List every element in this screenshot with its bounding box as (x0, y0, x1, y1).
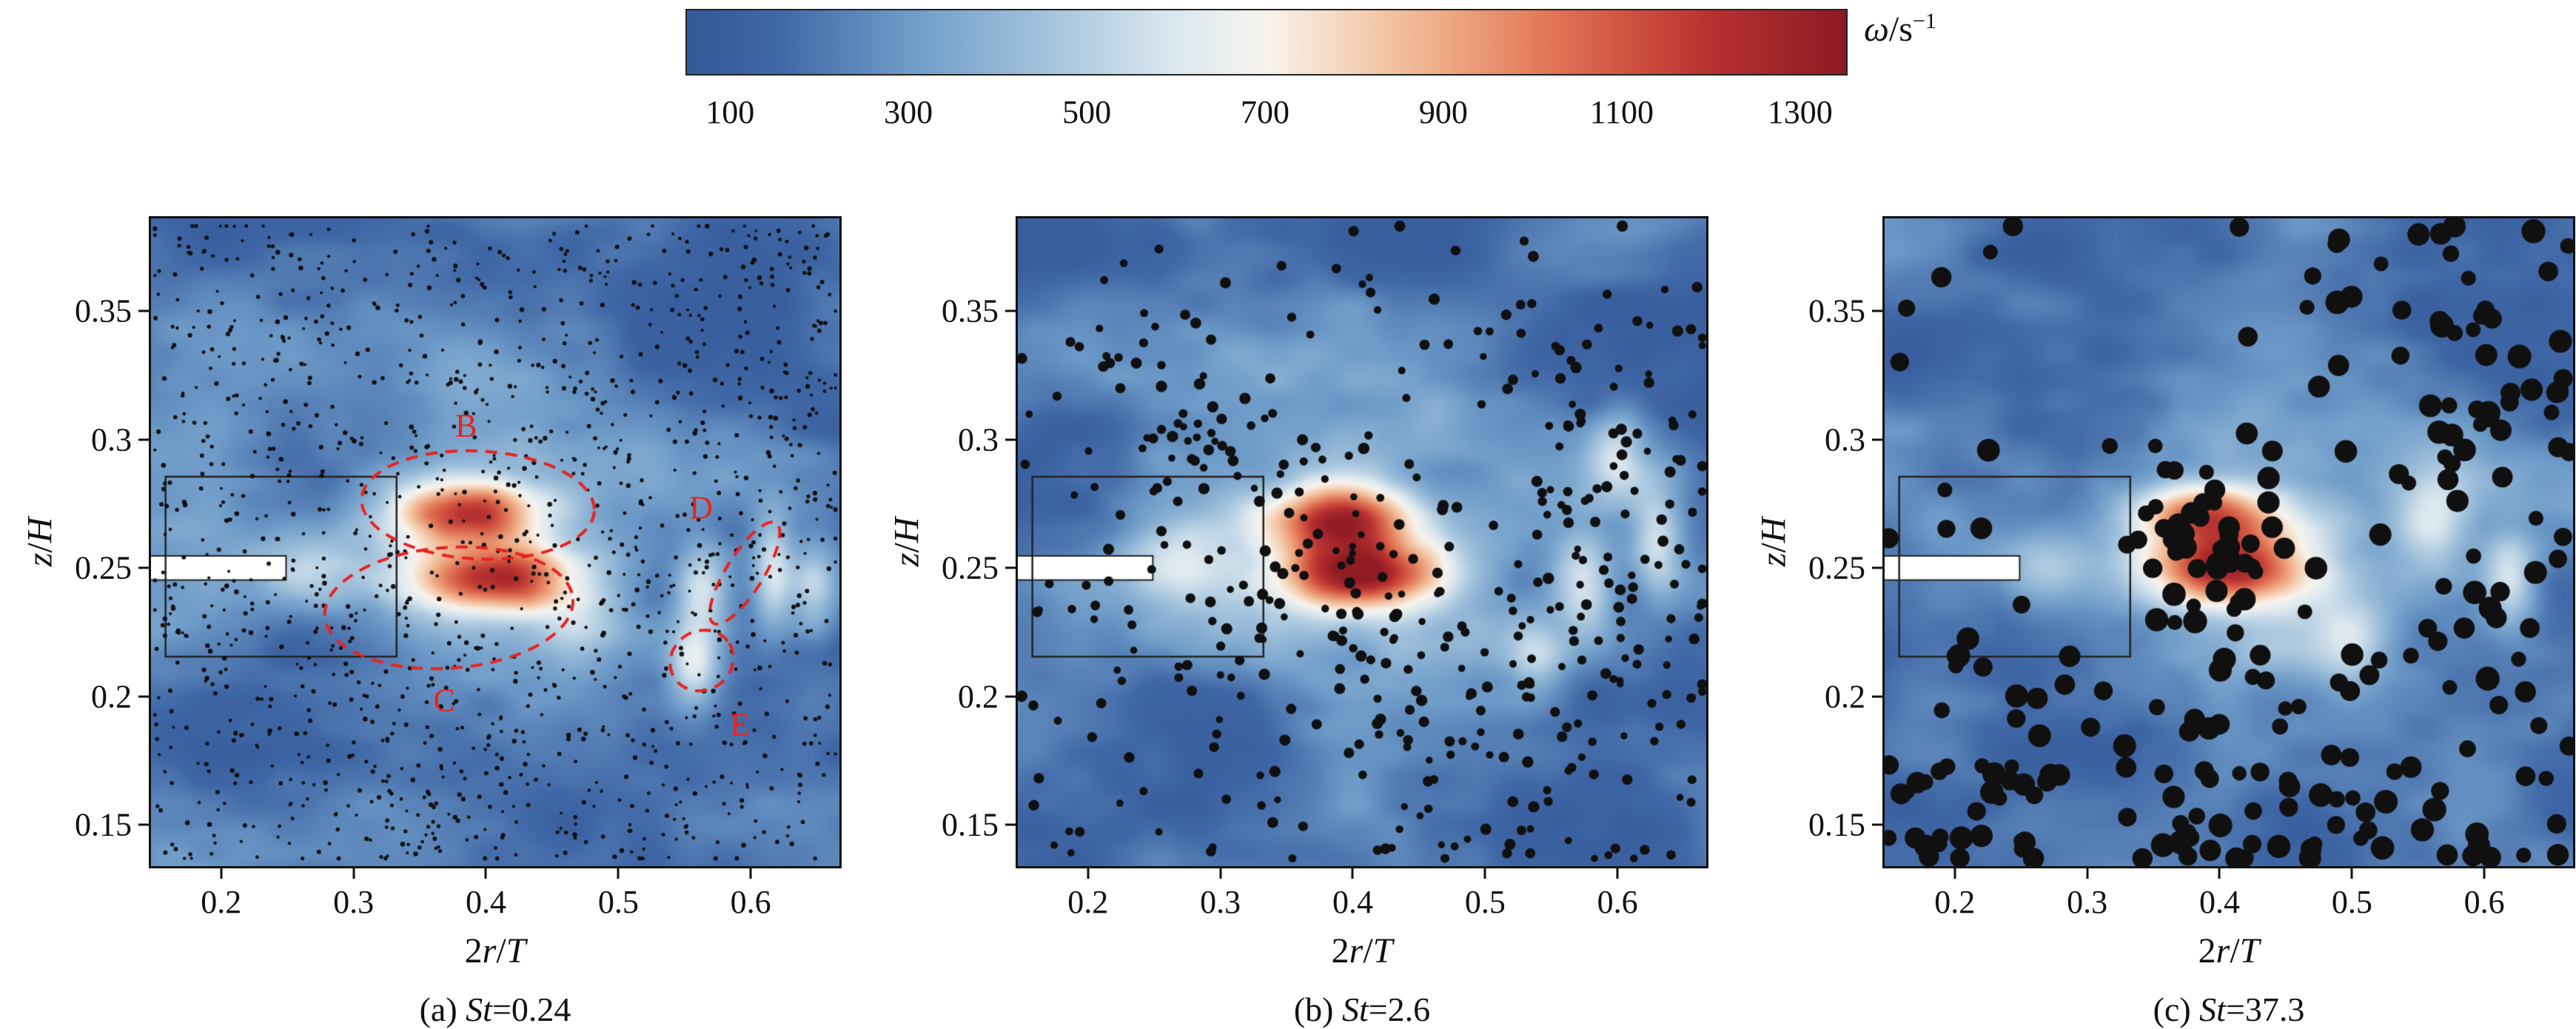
vortex-label-C: C (433, 682, 455, 719)
contour-plot-canvas-a (151, 218, 839, 866)
y-axis-label: z/H (20, 517, 60, 567)
y-tick-label: 0.3 (1825, 421, 1865, 458)
y-tick-mark (138, 438, 149, 441)
y-tick-label: 0.2 (1825, 678, 1865, 715)
x-tick-mark (2483, 868, 2486, 879)
panel-c: 0.2 0.3 0.4 0.5 0.6 0.15 0.2 0.25 0.3 0.35 2r/T z/H… (1754, 216, 2575, 1028)
colorbar-unit-label: ω/s−1 (1864, 9, 1936, 49)
y-tick-mark (1872, 823, 1882, 826)
y-tick-mark (138, 566, 149, 569)
x-tick-label: 0.5 (1464, 884, 1506, 920)
x-tick-label: 0.3 (333, 884, 375, 920)
x-tick-mark (220, 868, 223, 879)
x-tick-mark (617, 868, 620, 879)
y-tick-label: 0.3 (958, 421, 999, 458)
panel-a: B C D E 0.2 0.3 0.4 0.5 0.6 0.15 0.2 0.25 0.3 0.35 2r/… (21, 216, 842, 1028)
y-tick-mark (138, 309, 149, 312)
x-tick-mark (1087, 868, 1090, 879)
y-tick-label: 0.25 (942, 549, 999, 586)
x-tick-label: 0.6 (2463, 884, 2505, 920)
y-tick-label: 0.15 (1808, 806, 1865, 843)
x-tick-mark (1219, 868, 1222, 879)
x-tick-mark (1616, 868, 1619, 879)
x-tick-label: 0.2 (1067, 884, 1109, 920)
x-tick-label: 0.6 (730, 884, 771, 920)
x-tick-label: 0.2 (1934, 884, 1976, 920)
colorbar: 100 300 500 700 900 1100 1300 ω/s−1 (685, 9, 1936, 130)
contour-plot-canvas-b (1018, 218, 1706, 866)
y-tick-label: 0.35 (1808, 292, 1865, 329)
y-axis-label: z/H (887, 517, 927, 567)
y-tick-mark (1872, 438, 1882, 441)
colorbar-gradient (685, 9, 1848, 76)
x-tick-label: 0.5 (597, 884, 639, 920)
x-tick-mark (1483, 868, 1486, 879)
y-tick-label: 0.2 (958, 678, 999, 715)
x-tick-label: 0.3 (1200, 884, 1241, 920)
y-tick-mark (1005, 309, 1016, 312)
vortex-label-B: B (455, 407, 477, 443)
colorbar-tick-label: 500 (1062, 94, 1112, 130)
y-tick-mark (1872, 566, 1882, 569)
x-tick-label: 0.4 (2198, 884, 2240, 920)
y-tick-mark (1872, 309, 1882, 312)
y-tick-label: 0.3 (91, 421, 132, 458)
x-tick-mark (352, 868, 355, 879)
x-tick-mark (2086, 868, 2089, 879)
y-tick-mark (1005, 566, 1016, 569)
x-tick-label: 0.2 (201, 884, 242, 920)
panel-caption-a: (a) St=0.24 (419, 991, 571, 1028)
x-tick-label: 0.5 (2331, 884, 2372, 920)
vortex-label-D: D (689, 489, 713, 526)
y-tick-mark (1005, 695, 1016, 698)
x-tick-label: 0.3 (2067, 884, 2108, 920)
x-tick-mark (749, 868, 752, 879)
x-tick-label: 0.6 (1597, 884, 1638, 920)
x-axis-label: 2r/T (464, 931, 526, 971)
contour-plot-canvas-c (1885, 218, 2573, 866)
colorbar-tick-label: 1100 (1589, 94, 1654, 130)
y-tick-label: 0.15 (75, 806, 132, 843)
x-tick-mark (1351, 868, 1354, 879)
colorbar-tick-label: 1300 (1767, 94, 1833, 130)
y-tick-mark (1872, 695, 1882, 698)
y-tick-label: 0.2 (91, 678, 132, 715)
y-axis-label: z/H (1754, 517, 1794, 567)
y-tick-mark (1005, 823, 1016, 826)
panel-b: 0.2 0.3 0.4 0.5 0.6 0.15 0.2 0.25 0.3 0.35 2r/T z/H… (888, 216, 1708, 1028)
y-tick-label: 0.25 (1808, 549, 1865, 586)
colorbar-tick-label: 300 (884, 94, 933, 130)
y-tick-label: 0.35 (75, 292, 132, 329)
y-tick-mark (138, 823, 149, 826)
colorbar-tick-label: 100 (705, 94, 755, 130)
y-tick-label: 0.25 (75, 549, 132, 586)
y-tick-mark (138, 695, 149, 698)
colorbar-tick-label: 700 (1241, 94, 1289, 130)
x-axis-label: 2r/T (1331, 931, 1393, 971)
colorbar-tick-labels: 100 300 500 700 900 1100 1300 (685, 76, 1845, 130)
panel-caption-b: (b) St=2.6 (1293, 991, 1431, 1028)
x-tick-mark (484, 868, 487, 879)
x-tick-mark (2350, 868, 2353, 879)
x-tick-mark (1953, 868, 1956, 879)
y-tick-label: 0.35 (942, 292, 999, 329)
x-tick-mark (2218, 868, 2221, 879)
x-axis-label: 2r/T (2198, 931, 2260, 971)
x-tick-label: 0.4 (465, 884, 506, 920)
x-tick-label: 0.4 (1332, 884, 1373, 920)
colorbar-tick-label: 900 (1418, 94, 1468, 130)
y-tick-label: 0.15 (942, 806, 999, 843)
vortex-label-E: E (730, 706, 751, 743)
panel-caption-c: (c) St=37.3 (2153, 991, 2305, 1028)
y-tick-mark (1005, 438, 1016, 441)
